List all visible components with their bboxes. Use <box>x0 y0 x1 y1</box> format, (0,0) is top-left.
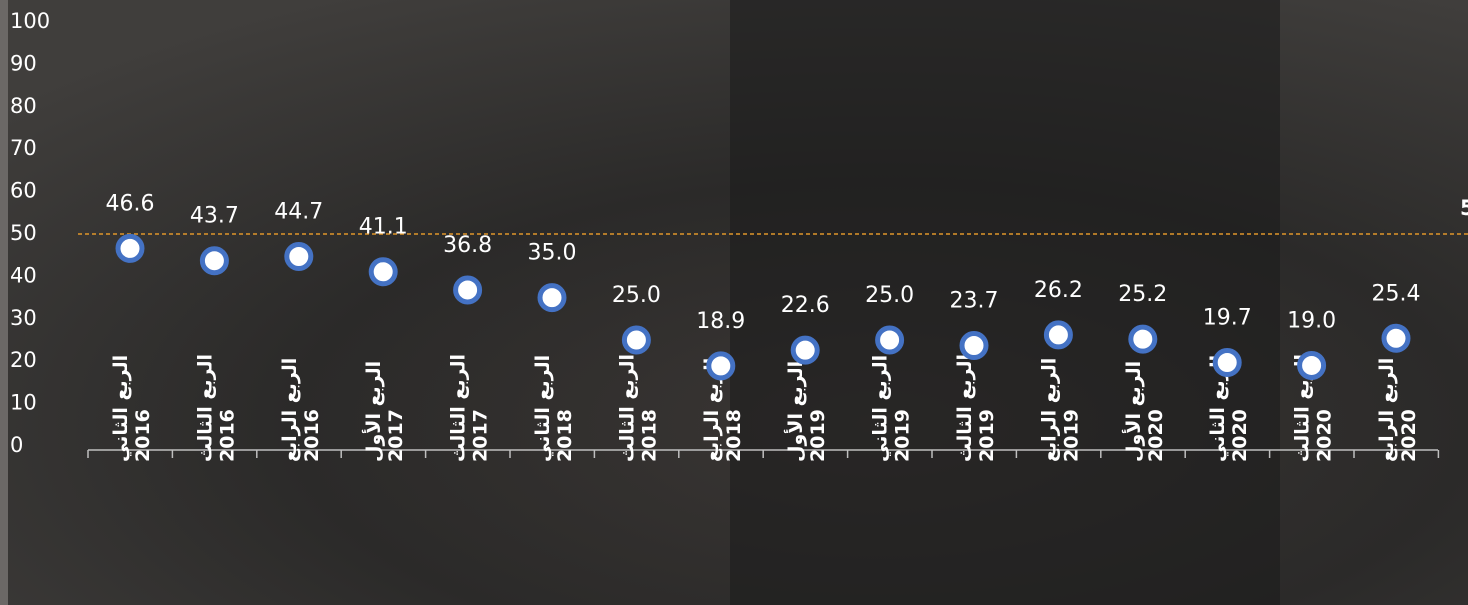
data-point <box>790 335 820 365</box>
x-tick-label: الربع الثاني2020 <box>1207 355 1251 462</box>
x-tick-label-year: 2018 <box>554 409 576 462</box>
data-point <box>875 325 905 355</box>
reference-value: 50.0 <box>1460 196 1468 220</box>
x-tick-label: الربع الرابع2019 <box>1038 358 1082 462</box>
x-tick-label-quarter: الربع الأول <box>1121 361 1144 462</box>
data-label: 25.0 <box>612 283 661 308</box>
y-tick-label: 70 <box>10 136 37 160</box>
x-tick-label-year: 2020 <box>1398 409 1420 462</box>
x-tick-label-quarter: الربع الثاني <box>1207 355 1229 462</box>
data-point <box>115 233 145 263</box>
data-label: 25.2 <box>1118 282 1167 307</box>
data-label: 19.0 <box>1287 308 1336 333</box>
data-point <box>1212 347 1242 377</box>
data-point <box>621 325 651 355</box>
y-tick-label: 100 <box>10 9 50 33</box>
x-tick-label: الربع الثالث2020 <box>1291 354 1335 462</box>
x-tick-label-year: 2017 <box>385 409 407 462</box>
x-tick-label-quarter: الربع الثاني <box>869 355 891 462</box>
x-tick-label: الربع الثاني2019 <box>869 355 913 462</box>
reference-label: المتوسط50.0 <box>1460 196 1468 220</box>
x-tick-label-quarter: الربع الرابع <box>700 358 722 462</box>
data-point <box>453 275 483 305</box>
x-tick-label-quarter: الربع الثالث <box>447 354 469 462</box>
x-tick-label-year: 2016 <box>216 409 238 462</box>
data-point <box>1043 320 1073 350</box>
data-label: 23.7 <box>950 289 999 314</box>
x-tick-label-year: 2019 <box>807 409 829 462</box>
y-tick-label: 50 <box>10 221 37 245</box>
x-tick-label-quarter: الربع الثاني <box>532 355 554 462</box>
y-tick-label: 30 <box>10 306 37 330</box>
y-tick-label: 10 <box>10 391 37 415</box>
x-tick-label-year: 2018 <box>638 409 660 462</box>
x-tick-label: الربع الرابع2018 <box>700 358 744 462</box>
data-label: 35.0 <box>528 241 577 266</box>
data-label: 19.7 <box>1203 305 1252 330</box>
x-tick-label-quarter: الربع الأول <box>362 361 385 462</box>
x-tick-label: الربع الرابع2016 <box>278 358 322 462</box>
x-tick-label-year: 2016 <box>300 409 322 462</box>
x-tick-label: الربع الثاني2018 <box>532 355 576 462</box>
data-point <box>368 257 398 287</box>
data-point <box>1381 323 1411 353</box>
x-tick-label: الربع الأول2017 <box>362 361 407 462</box>
data-label: 22.6 <box>781 293 830 318</box>
data-point <box>959 331 989 361</box>
data-point <box>706 351 736 381</box>
x-tick-label-year: 2020 <box>1229 409 1251 462</box>
x-tick-label-year: 2018 <box>722 409 744 462</box>
x-tick-label: الربع الرابع2020 <box>1376 358 1420 462</box>
x-tick-label-quarter: الربع الثالث <box>954 354 976 462</box>
x-tick-label-quarter: الربع الرابع <box>1038 358 1060 462</box>
x-tick-label-quarter: الربع الثالث <box>1291 354 1313 462</box>
data-point <box>199 246 229 276</box>
x-tick-label: الربع الثالث2016 <box>194 354 238 462</box>
x-tick-label-quarter: الربع الثالث <box>194 354 216 462</box>
data-label: 25.4 <box>1372 281 1421 306</box>
data-point <box>1128 324 1158 354</box>
x-tick-label-quarter: الربع الأول <box>784 361 807 462</box>
y-tick-label: 60 <box>10 179 37 203</box>
x-tick-label: الربع الثالث2017 <box>447 354 491 462</box>
y-tick-label: 90 <box>10 51 37 75</box>
data-point <box>284 241 314 271</box>
x-tick-label-year: 2020 <box>1313 409 1335 462</box>
x-tick-label-quarter: الربع الثاني <box>110 355 132 462</box>
x-tick-label-year: 2016 <box>132 409 154 462</box>
x-tick-label: الربع الثالث2018 <box>616 354 660 462</box>
x-tick-label-quarter: الربع الثالث <box>616 354 638 462</box>
data-label: 41.1 <box>359 215 408 240</box>
data-label: 18.9 <box>696 309 745 334</box>
x-tick-label: الربع الثالث2019 <box>954 354 998 462</box>
data-label: 43.7 <box>190 204 239 229</box>
left-edge <box>0 0 8 605</box>
data-label: 46.6 <box>106 191 155 216</box>
x-tick-label-quarter: الربع الرابع <box>278 358 300 462</box>
x-tick-label-year: 2017 <box>469 409 491 462</box>
x-tick-label-year: 2019 <box>1060 409 1082 462</box>
data-label: 25.0 <box>865 283 914 308</box>
data-point <box>1297 350 1327 380</box>
data-label: 36.8 <box>443 233 492 258</box>
x-tick-label: الربع الثاني2016 <box>110 355 154 462</box>
x-tick-label-year: 2019 <box>891 409 913 462</box>
x-tick-label: الربع الأول2019 <box>784 361 829 462</box>
data-point <box>537 283 567 313</box>
y-tick-label: 0 <box>10 433 23 457</box>
data-label: 26.2 <box>1034 278 1083 303</box>
x-tick-label-quarter: الربع الرابع <box>1376 358 1398 462</box>
y-tick-label: 40 <box>10 263 37 287</box>
y-tick-label: 20 <box>10 348 37 372</box>
x-tick-label-year: 2019 <box>976 409 998 462</box>
y-tick-label: 80 <box>10 94 37 118</box>
x-tick-label: الربع الأول2020 <box>1121 361 1166 462</box>
x-tick-label-year: 2020 <box>1144 409 1166 462</box>
background-shade <box>730 0 1280 605</box>
data-label: 44.7 <box>274 199 323 224</box>
